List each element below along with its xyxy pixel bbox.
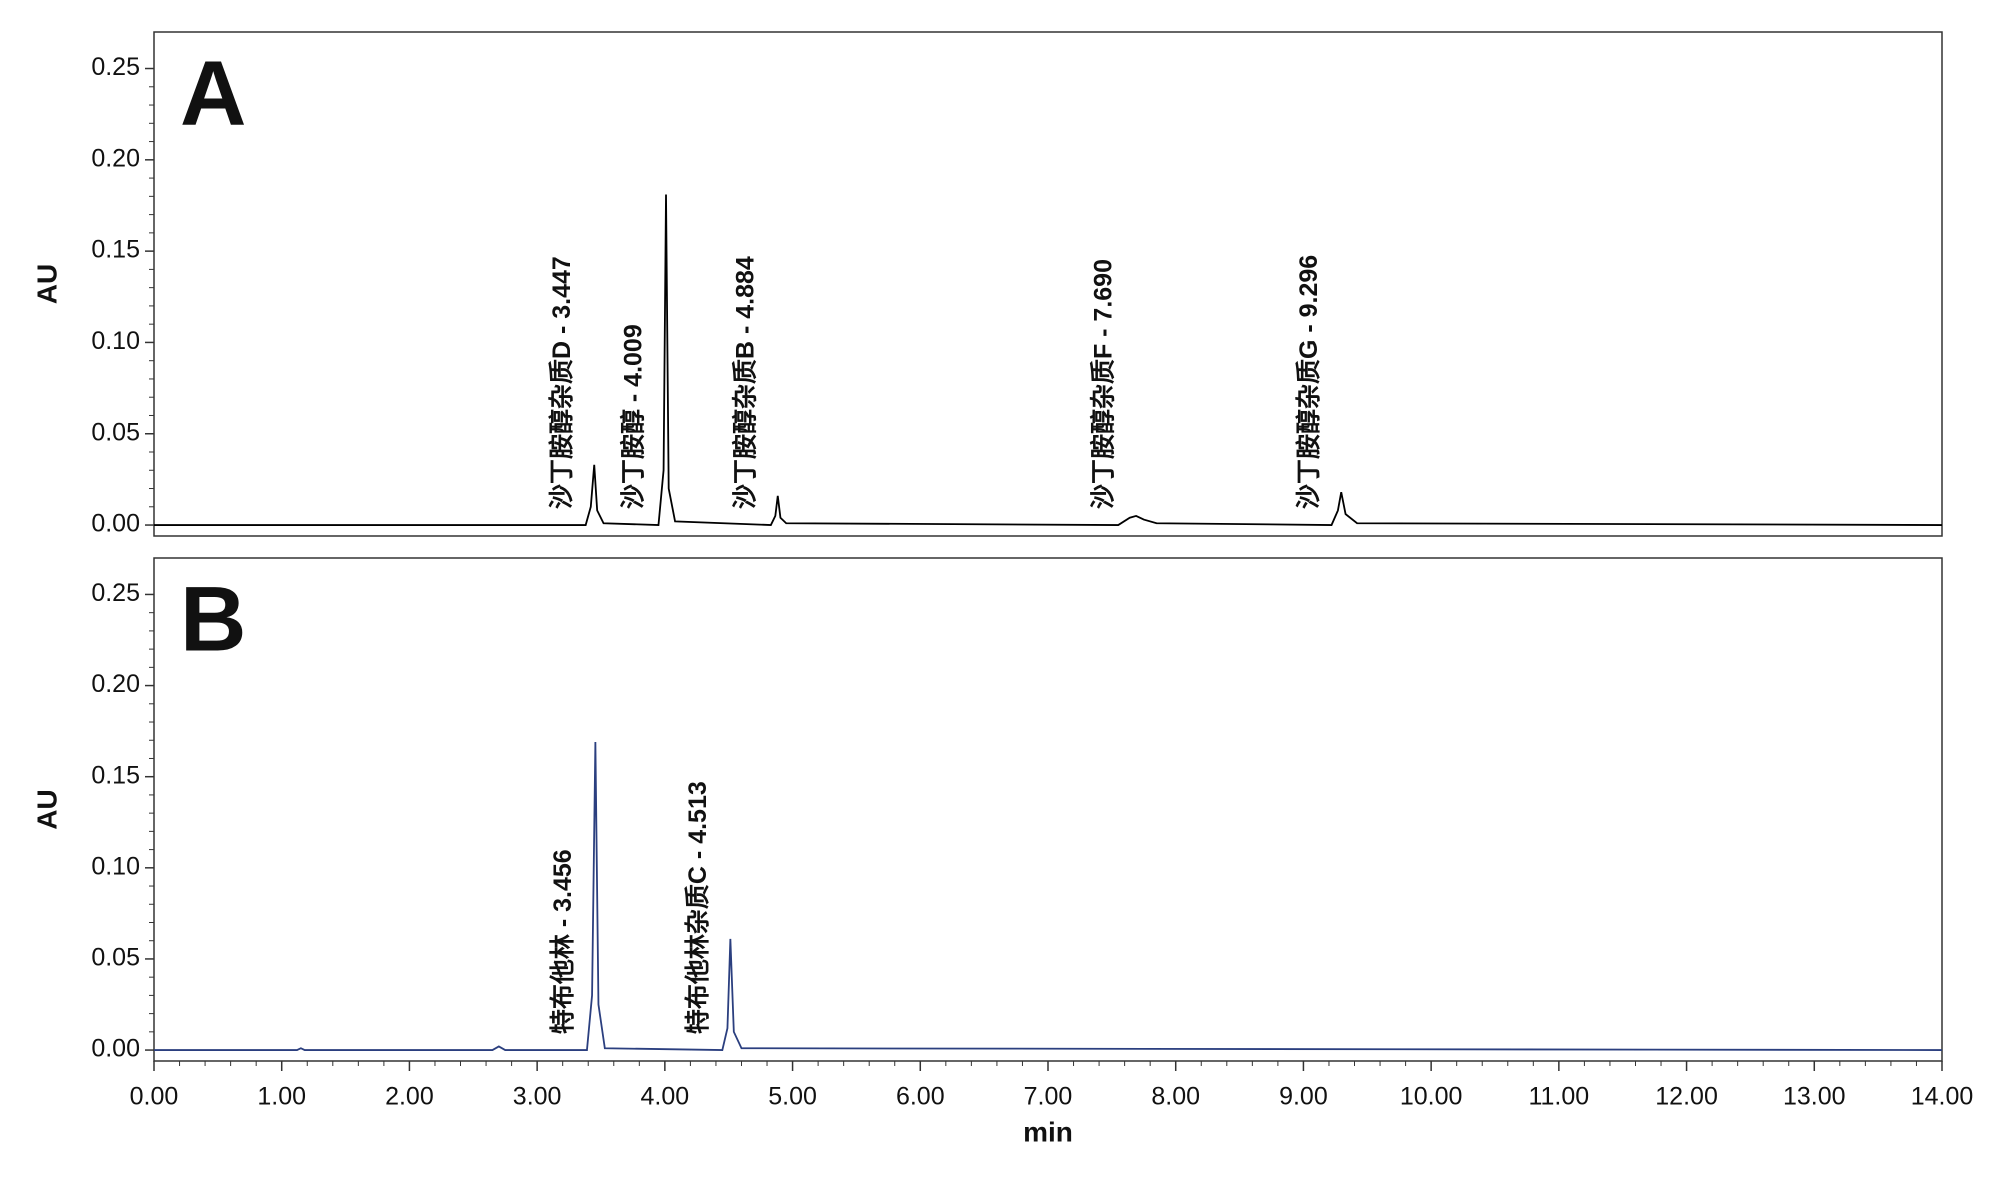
y-tick-label: 0.15 — [91, 761, 140, 789]
x-tick-label: 14.00 — [1911, 1083, 1974, 1111]
peak-label: 沙丁胺醇杂质B - 4.884 — [730, 256, 759, 509]
plot-frame — [153, 557, 1943, 1062]
x-tick-label: 5.00 — [768, 1083, 817, 1111]
chromatogram-line — [154, 742, 1943, 1051]
peak-label: 沙丁胺醇杂质F - 7.690 — [1089, 259, 1118, 509]
x-tick-label: 10.00 — [1400, 1083, 1463, 1111]
x-tick-label: 7.00 — [1024, 1083, 1073, 1111]
x-tick-label: 12.00 — [1655, 1083, 1718, 1111]
peak-label: 沙丁胺醇杂质G - 9.296 — [1294, 255, 1323, 509]
panel-label: A — [180, 42, 246, 144]
y-tick-label: 0.20 — [91, 670, 140, 698]
y-tick-label: 0.05 — [91, 418, 140, 446]
y-tick-label: 0.15 — [91, 236, 140, 264]
x-tick-label: 13.00 — [1783, 1083, 1846, 1111]
x-tick-label: 2.00 — [385, 1083, 434, 1111]
x-tick-label: 3.00 — [513, 1083, 562, 1111]
x-tick-label: 6.00 — [896, 1083, 945, 1111]
peak-label: 沙丁胺醇 - 4.009 — [619, 324, 648, 509]
y-tick-label: 0.25 — [91, 579, 140, 607]
x-tick-label: 11.00 — [1528, 1083, 1589, 1111]
x-tick-label: 4.00 — [641, 1083, 690, 1111]
x-tick-label: 1.00 — [257, 1083, 306, 1111]
x-axis-label: min — [1023, 1116, 1073, 1147]
peak-label: 特布他林杂质C - 4.513 — [683, 781, 712, 1034]
y-axis-label: AU — [31, 264, 62, 304]
y-tick-label: 0.00 — [91, 510, 140, 538]
plot-frame — [153, 31, 1943, 537]
y-tick-label: 0.10 — [91, 852, 140, 880]
y-tick-label: 0.05 — [91, 944, 140, 972]
x-tick-label: 0.00 — [130, 1083, 179, 1111]
chromatogram-line — [154, 194, 1943, 526]
peak-label: 沙丁胺醇杂质D - 3.447 — [547, 256, 576, 509]
peak-label: 特布他林 - 3.456 — [548, 849, 577, 1034]
y-tick-label: 0.00 — [91, 1035, 140, 1063]
panel-label: B — [180, 568, 246, 670]
x-tick-label: 8.00 — [1151, 1083, 1200, 1111]
y-tick-label: 0.25 — [91, 53, 140, 81]
y-tick-label: 0.10 — [91, 327, 140, 355]
y-axis-label: AU — [31, 789, 62, 829]
y-tick-label: 0.20 — [91, 144, 140, 172]
x-tick-label: 9.00 — [1279, 1083, 1328, 1111]
